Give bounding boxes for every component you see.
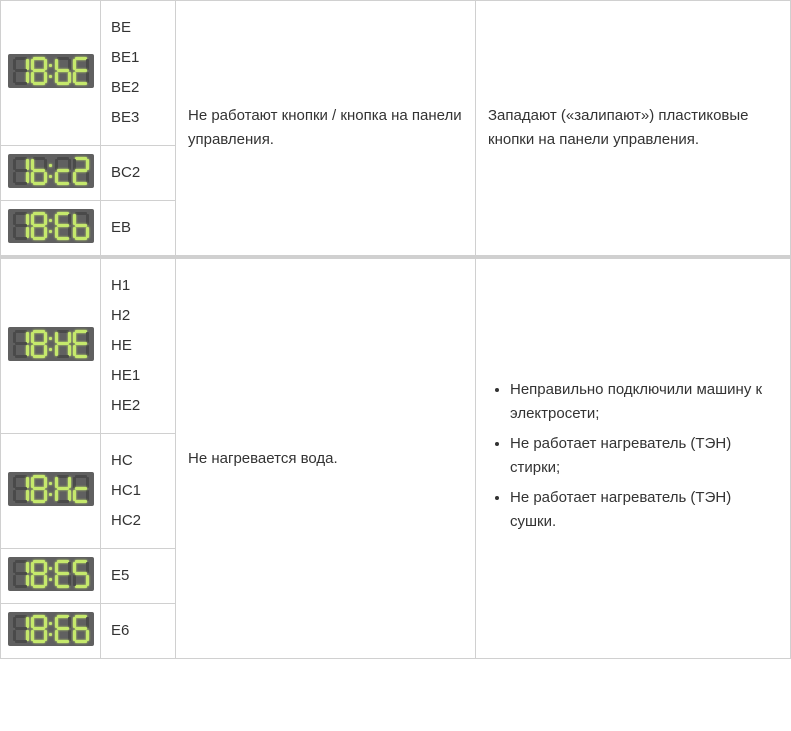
seven-seg-display <box>8 327 94 361</box>
seven-seg-display <box>8 612 94 646</box>
cause-text: Западают («залипают») пластиковые кнопки… <box>488 107 749 148</box>
description-cell: Не нагревается вода. <box>176 259 476 659</box>
display-cell <box>1 259 101 434</box>
codes-cell: EB <box>101 201 176 257</box>
codes-cell: E5 <box>101 549 176 604</box>
codes-list: H1H2HEHE1HE2 <box>111 271 165 421</box>
seven-seg-display <box>8 54 94 88</box>
codes-cell: E6 <box>101 604 176 659</box>
display-cell <box>1 434 101 549</box>
codes-list: BC2 <box>111 158 165 188</box>
error-code-table: BEBE1BE2BE3 Не работают кнопки / кнопка … <box>0 0 791 659</box>
display-cell <box>1 1 101 146</box>
codes-list: E6 <box>111 616 165 646</box>
seven-seg-display <box>8 154 94 188</box>
codes-list: BEBE1BE2BE3 <box>111 13 165 133</box>
display-cell <box>1 146 101 201</box>
display-cell <box>1 549 101 604</box>
cause-item: Неправильно подключили машину к электрос… <box>510 378 778 426</box>
cause-cell: Западают («залипают») пластиковые кнопки… <box>476 1 791 257</box>
cause-list: Неправильно подключили машину к электрос… <box>488 378 778 534</box>
cause-item: Не работает нагреватель (ТЭН) стирки; <box>510 432 778 480</box>
cause-cell: Неправильно подключили машину к электрос… <box>476 259 791 659</box>
cause-item: Не работает нагреватель (ТЭН) сушки. <box>510 486 778 534</box>
codes-cell: BEBE1BE2BE3 <box>101 1 176 146</box>
display-cell <box>1 604 101 659</box>
codes-list: HCHC1HC2 <box>111 446 165 536</box>
seven-seg-display <box>8 209 94 243</box>
codes-list: E5 <box>111 561 165 591</box>
codes-list: EB <box>111 213 165 243</box>
codes-cell: H1H2HEHE1HE2 <box>101 259 176 434</box>
display-cell <box>1 201 101 257</box>
codes-cell: HCHC1HC2 <box>101 434 176 549</box>
seven-seg-display <box>8 472 94 506</box>
description-text: Не работают кнопки / кнопка на панели уп… <box>188 107 462 148</box>
description-cell: Не работают кнопки / кнопка на панели уп… <box>176 1 476 257</box>
codes-cell: BC2 <box>101 146 176 201</box>
seven-seg-display <box>8 557 94 591</box>
description-text: Не нагревается вода. <box>188 450 338 467</box>
